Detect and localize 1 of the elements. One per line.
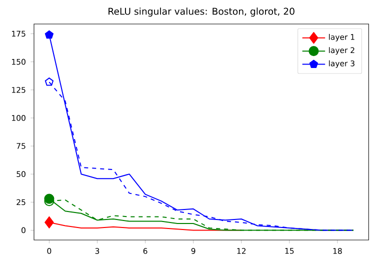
chart-title: ReLU singular values: Boston, glorot, 20	[108, 8, 294, 17]
